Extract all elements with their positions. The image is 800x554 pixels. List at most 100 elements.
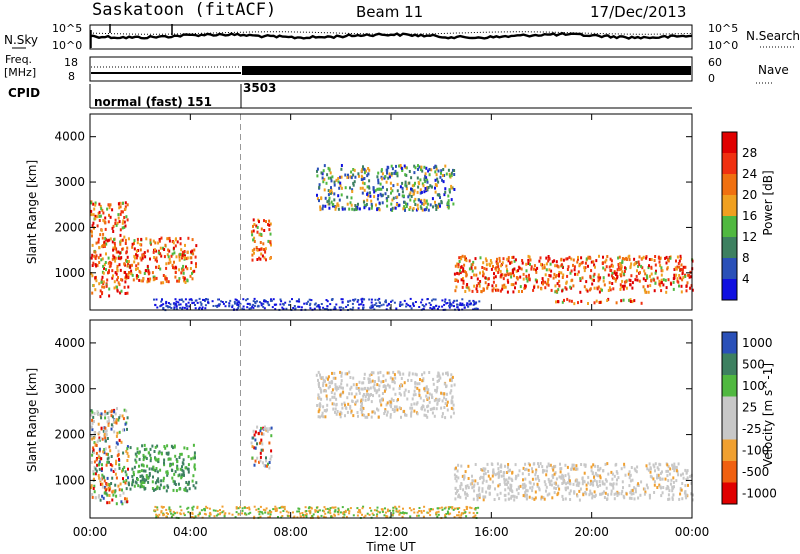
power-cell xyxy=(510,272,513,276)
power-cell xyxy=(484,281,487,285)
velocity-cell xyxy=(623,465,626,469)
velocity-cell xyxy=(549,463,552,467)
velocity-cell xyxy=(181,465,183,469)
velocity-cell xyxy=(191,512,194,515)
velocity-cell xyxy=(120,440,123,444)
velocity-cell xyxy=(395,405,398,409)
power-cell xyxy=(236,302,239,305)
power-cell xyxy=(182,271,185,275)
velocity-cell xyxy=(140,482,143,486)
power-cell xyxy=(98,214,101,218)
power-cell xyxy=(175,255,178,259)
power-cell xyxy=(542,279,545,283)
power-cell xyxy=(482,287,485,291)
power-cell xyxy=(640,264,643,268)
velocity-cell xyxy=(111,409,113,413)
velocity-cell xyxy=(98,476,101,480)
velocity-cell xyxy=(259,451,262,455)
power-cell xyxy=(380,304,383,307)
velocity-cell xyxy=(193,463,196,467)
power-cell xyxy=(680,290,683,294)
velocity-cell xyxy=(353,395,356,399)
time-tick-label: 00:00 xyxy=(675,525,710,539)
power-cell xyxy=(619,283,622,287)
power-cell xyxy=(354,175,357,179)
velocity-cell xyxy=(502,474,505,478)
velocity-cell xyxy=(420,510,423,513)
velocity-cell xyxy=(409,515,412,518)
velocity-cell xyxy=(187,463,190,467)
velocity-cell xyxy=(637,482,640,486)
power-cell xyxy=(448,172,451,176)
velocity-cell xyxy=(437,513,440,516)
velocity-cell xyxy=(345,406,348,410)
velocity-cell xyxy=(262,508,265,511)
power-cell xyxy=(580,261,583,265)
power-cell xyxy=(127,237,130,241)
power-cell xyxy=(117,213,120,217)
power-cell xyxy=(628,298,631,302)
velocity-cell xyxy=(492,471,495,475)
velocity-cell xyxy=(413,409,416,413)
power-region-5 xyxy=(555,297,643,306)
power-cell xyxy=(340,164,343,167)
power-cell xyxy=(682,265,685,269)
velocity-cell xyxy=(498,472,501,476)
velocity-cell xyxy=(296,510,299,513)
power-cell xyxy=(119,242,122,246)
power-cell xyxy=(190,299,193,302)
power-cell xyxy=(358,174,360,178)
power-cell xyxy=(612,287,615,291)
velocity-cell xyxy=(122,491,125,495)
velocity-cell xyxy=(403,393,406,397)
velocity-cell xyxy=(116,431,119,435)
power-cell xyxy=(95,254,98,258)
power-cell xyxy=(350,176,353,180)
velocity-cell xyxy=(364,386,366,390)
velocity-cell xyxy=(123,428,126,432)
power-cell xyxy=(458,272,460,276)
velocity-cell xyxy=(441,392,444,396)
power-cell xyxy=(378,305,381,308)
velocity-cell xyxy=(255,508,258,511)
power-cell xyxy=(101,292,103,296)
velocity-cell xyxy=(350,411,353,415)
power-cell xyxy=(117,276,119,279)
power-cell xyxy=(330,188,333,192)
power-cell xyxy=(659,264,662,268)
power-colorbar-swatch xyxy=(722,174,737,196)
power-cell xyxy=(577,301,579,305)
power-cell xyxy=(242,298,245,301)
velocity-cell xyxy=(344,509,347,512)
power-cell xyxy=(376,175,379,179)
power-cell xyxy=(576,272,579,276)
power-cell xyxy=(282,303,285,306)
velocity-cell xyxy=(512,494,515,498)
velocity-cell xyxy=(107,456,110,460)
velocity-cell xyxy=(431,395,433,399)
velocity-cell xyxy=(115,502,118,506)
velocity-cell xyxy=(479,475,482,479)
velocity-cell xyxy=(317,415,320,419)
power-cell xyxy=(665,255,668,259)
power-ytick-label: 4000 xyxy=(54,130,85,144)
velocity-cell xyxy=(394,376,397,380)
velocity-cell xyxy=(397,398,399,402)
velocity-cell xyxy=(331,388,334,392)
power-cell xyxy=(324,196,327,200)
velocity-cell xyxy=(113,410,116,414)
power-cell xyxy=(327,189,330,193)
power-cell xyxy=(323,188,326,192)
power-cell xyxy=(162,246,164,250)
power-cell xyxy=(445,302,448,305)
velocity-cell xyxy=(577,484,580,488)
velocity-cell xyxy=(369,386,372,390)
power-cell xyxy=(224,305,227,308)
velocity-cell xyxy=(452,407,455,411)
power-cell xyxy=(411,184,414,188)
velocity-cell xyxy=(154,469,157,473)
velocity-cell xyxy=(104,426,107,430)
velocity-cell xyxy=(166,473,169,477)
power-cell xyxy=(138,278,141,282)
velocity-cell xyxy=(397,510,400,513)
